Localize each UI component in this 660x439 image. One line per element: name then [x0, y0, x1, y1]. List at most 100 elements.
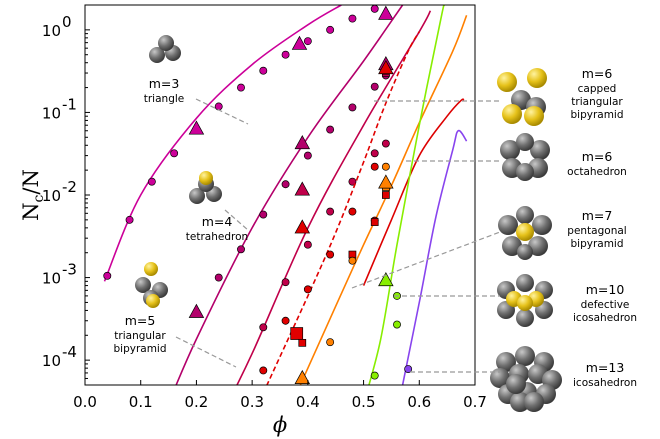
series-2 — [236, 10, 432, 385]
yellow-sphere — [146, 294, 160, 308]
series-5 — [362, 98, 465, 286]
grey-sphere — [532, 215, 552, 235]
y-axis-label: Nc/N — [19, 169, 47, 221]
x-axis-label: ϕ — [273, 413, 287, 437]
cluster-annotations: m=3trianglem=4tetrahedronm=5triangularbi… — [113, 35, 637, 412]
cluster-name-label: capped — [578, 83, 617, 95]
data-point-circle — [326, 125, 335, 134]
data-point-circle — [303, 240, 312, 249]
grey-sphere — [510, 392, 530, 412]
x-tick-label: 0.2 — [184, 393, 208, 411]
cluster-m6b: m=6 octahedron — [406, 133, 627, 181]
series-1 — [175, 5, 404, 385]
grey-sphere — [516, 274, 534, 292]
series-line — [362, 98, 465, 286]
yellow-sphere — [524, 106, 544, 126]
cluster-size-label: m=4 — [202, 214, 233, 229]
data-point-circle — [170, 149, 179, 158]
data-point-triangle — [378, 5, 394, 20]
cluster-name-label: triangular — [571, 96, 623, 108]
data-point-circle — [259, 323, 268, 332]
y-tick-exponent: -2 — [62, 178, 77, 196]
cluster-size-label: m=13 — [586, 360, 625, 375]
data-point-circle — [370, 5, 379, 13]
x-tick-label: 0.7 — [463, 393, 487, 411]
data-point-circle — [303, 285, 312, 294]
data-point-circle — [147, 177, 156, 186]
data-point-square — [382, 191, 390, 199]
data-point-circle — [404, 365, 413, 374]
data-point-triangle — [294, 219, 311, 234]
y-tick-exponent: -3 — [62, 261, 77, 279]
x-tick-label: 0.4 — [296, 393, 320, 411]
data-point-circle — [303, 151, 312, 160]
cluster-size-label: m=7 — [582, 208, 613, 223]
data-point-circle — [326, 25, 335, 34]
plot-frame — [84, 4, 476, 386]
leader-line — [351, 231, 501, 289]
data-point-circle — [370, 162, 379, 171]
series-line — [175, 5, 404, 385]
x-tick-label: 0.0 — [73, 393, 97, 411]
grey-sphere — [490, 368, 510, 388]
leader-line — [195, 98, 249, 125]
data-point-circle — [348, 207, 357, 216]
data-point-circle — [370, 149, 379, 158]
data-point-circle — [237, 245, 245, 254]
yellow-sphere — [527, 68, 547, 88]
yellow-sphere — [497, 72, 517, 92]
y-tick-label: 10 — [42, 187, 61, 205]
series-3 — [259, 31, 420, 385]
x-tick-label: 0.1 — [129, 393, 153, 411]
data-point-circle — [259, 210, 268, 219]
cluster-size-label: m=10 — [586, 282, 625, 297]
data-point-triangle — [188, 120, 205, 135]
series-6 — [368, 5, 446, 385]
yellow-sphere — [517, 295, 533, 311]
grey-sphere — [158, 35, 174, 51]
yellow-sphere — [502, 104, 522, 124]
cluster-name-label: tetrahedron — [186, 231, 248, 243]
cluster-size-label: m=6 — [582, 66, 613, 81]
y-tick-exponent: -4 — [62, 343, 77, 361]
data-point-circle — [348, 103, 357, 112]
series-7 — [401, 129, 468, 385]
data-point-triangle — [378, 60, 394, 75]
grey-sphere — [524, 392, 544, 412]
cluster-m4: m=4 tetrahedron — [186, 171, 249, 243]
data-point-circle — [303, 37, 312, 46]
grey-sphere — [496, 352, 516, 372]
data-point-circle — [281, 278, 290, 287]
cluster-size-label: m=6 — [582, 149, 613, 164]
y-tick-label: 10 — [42, 22, 61, 40]
data-point-triangle — [378, 272, 394, 287]
cluster-name-label: bipyramid — [113, 343, 166, 355]
series-group — [103, 5, 468, 385]
data-point-circle — [281, 50, 290, 59]
cluster-name-label: bipyramid — [570, 238, 623, 250]
data-point-circle — [259, 366, 268, 375]
y-tick-exponent: -1 — [62, 95, 77, 113]
cluster-size-label: m=3 — [149, 76, 180, 91]
data-point-triangle — [291, 35, 308, 50]
y-tick-exponent: 0 — [62, 13, 72, 31]
y-label-main: N — [19, 202, 43, 220]
data-point-circle — [214, 273, 223, 282]
data-point-triangle — [294, 135, 311, 150]
grey-sphere — [516, 309, 534, 327]
y-tick-label: 10 — [42, 352, 61, 370]
data-point-triangle — [294, 369, 311, 385]
series-line — [266, 31, 420, 385]
cluster-m13: m=13 icosahedron — [410, 346, 637, 412]
data-point-triangle — [188, 303, 205, 318]
cluster-name-label: octahedron — [567, 166, 627, 178]
data-point-square — [370, 218, 379, 226]
series-line — [103, 5, 342, 282]
y-label-subscript: c — [31, 194, 47, 202]
data-point-circle — [237, 83, 245, 92]
grey-sphere — [498, 215, 518, 235]
x-tick-label: 0.3 — [240, 393, 264, 411]
cluster-name-label: pentagonal — [567, 225, 626, 237]
